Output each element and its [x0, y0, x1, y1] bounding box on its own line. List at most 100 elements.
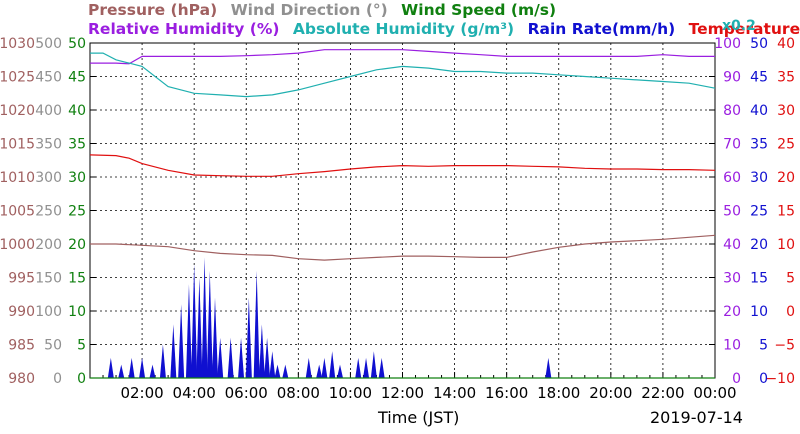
x-tick-label: 02:00: [120, 384, 163, 402]
temperature-tick-label: −10: [765, 371, 795, 387]
pressure-tick-label: 995: [8, 271, 35, 287]
rain-rate-spike: [159, 344, 166, 378]
wind-speed-tick-label: 50: [68, 36, 86, 52]
relative-humidity-tick-label: 90: [723, 70, 741, 86]
pressure-line: [90, 234, 716, 261]
temperature-tick-label: 25: [777, 137, 795, 153]
relative-humidity-tick-label: 50: [723, 204, 741, 220]
wind-speed-tick-label: 0: [77, 371, 86, 387]
wind-direction-tick-label: 300: [35, 170, 62, 186]
temperature-tick-label: 30: [777, 103, 795, 119]
rain-rate-spike: [370, 351, 377, 378]
legend-absolute-humidity: Absolute Humidity (g/m³): [292, 20, 515, 38]
x-tick-label: 16:00: [485, 384, 528, 402]
pressure-tick-label: 1010: [0, 170, 35, 186]
legend-temperature: Temperature (°C): [688, 20, 800, 38]
relative-humidity-tick-label: 30: [723, 271, 741, 287]
wind-speed-tick-label: 5: [77, 338, 86, 354]
x-tick-label: 14:00: [433, 384, 476, 402]
pressure-tick-label: 1030: [0, 36, 35, 52]
temperature-tick-label: −5: [774, 338, 795, 354]
relative-humidity-line: [90, 49, 715, 65]
wind-direction-tick-label: 200: [35, 237, 62, 253]
temperature-line: [89, 154, 716, 177]
temperature-tick-label: 40: [777, 36, 795, 52]
rain-rate-spike: [212, 297, 218, 378]
rain-rate-spike: [206, 270, 213, 378]
chart-header: Pressure (hPa) Wind Direction (°) Wind S…: [0, 0, 800, 44]
wind-speed-tick-label: 40: [68, 103, 86, 119]
wind-direction-tick-label: 150: [35, 271, 62, 287]
legend-relative-humidity: Relative Humidity (%): [88, 20, 280, 38]
rain-rate-spike: [274, 364, 281, 378]
rain-rate-spike: [355, 357, 362, 378]
rain-rate-spike: [227, 337, 234, 378]
x-tick-label: 08:00: [277, 384, 320, 402]
x-tick-label: 18:00: [537, 384, 580, 402]
wind-speed-tick-label: 30: [68, 170, 86, 186]
temperature-tick-label: 15: [777, 204, 795, 220]
rain-rate-spike: [253, 270, 260, 378]
relative-humidity-tick-label: 20: [723, 304, 741, 320]
x-tick-label: 22:00: [641, 384, 684, 402]
wind-direction-tick-label: 400: [35, 103, 62, 119]
rain-rate-tick-label: 0: [759, 371, 768, 387]
rain-rate-spike: [238, 337, 245, 378]
wind-direction-tick-label: 50: [44, 338, 62, 354]
rain-rate-spike: [363, 357, 370, 378]
relative-humidity-tick-label: 0: [732, 371, 741, 387]
rain-rate-spike: [217, 337, 224, 378]
relative-humidity-tick-label: 80: [723, 103, 741, 119]
rain-rate-spike: [185, 284, 192, 378]
absolute-humidity-line: [90, 52, 716, 98]
absolute-humidity-scale-note: x0.2: [722, 18, 756, 34]
pressure-tick-label: 1005: [0, 204, 35, 220]
wind-direction-tick-label: 350: [35, 137, 62, 153]
rain-rate-spike: [149, 364, 156, 378]
legend-rain-rate: Rain Rate(mm/h): [527, 20, 676, 38]
relative-humidity-tick-label: 10: [723, 338, 741, 354]
x-tick-label: 20:00: [589, 384, 632, 402]
temperature-tick-label: 10: [777, 237, 795, 253]
wind-speed-tick-label: 15: [68, 271, 86, 287]
wind-direction-tick-label: 100: [35, 304, 62, 320]
rain-rate-tick-label: 30: [750, 170, 768, 186]
rain-rate-tick-label: 20: [750, 237, 768, 253]
rain-rate-spike: [178, 304, 185, 378]
rain-rate-spike: [170, 324, 177, 378]
rain-rate-tick-label: 10: [750, 304, 768, 320]
pressure-tick-label: 985: [8, 338, 35, 354]
legend-row-2: Relative Humidity (%) Absolute Humidity …: [88, 20, 800, 38]
rain-rate-spike: [201, 257, 208, 378]
pressure-tick-label: 1015: [0, 137, 35, 153]
wind-speed-tick-label: 10: [68, 304, 86, 320]
relative-humidity-tick-label: 100: [714, 36, 741, 52]
rain-rate-tick-label: 35: [750, 137, 768, 153]
x-tick-label: 04:00: [173, 384, 216, 402]
rain-rate-tick-label: 40: [750, 103, 768, 119]
x-axis-title: Time (JST): [378, 408, 460, 427]
rain-rate-spike: [269, 351, 276, 378]
rain-rate-spike: [196, 277, 203, 378]
pressure-tick-label: 990: [8, 304, 35, 320]
legend-wind-speed: Wind Speed (m/s): [401, 1, 557, 19]
rain-rate-spike: [282, 364, 289, 378]
pressure-tick-label: 1000: [0, 237, 35, 253]
chart-date: 2019-07-14: [650, 408, 743, 427]
rain-rate-tick-label: 50: [750, 36, 768, 52]
rain-rate-spike: [329, 351, 336, 378]
wind-speed-tick-label: 25: [68, 204, 86, 220]
rain-rate-spike: [128, 357, 135, 378]
legend-wind-direction: Wind Direction (°): [230, 1, 388, 19]
rain-rate-spike: [118, 364, 125, 378]
rain-rate-spike: [264, 337, 271, 378]
wind-direction-tick-label: 500: [35, 36, 62, 52]
legend-row-1: Pressure (hPa) Wind Direction (°) Wind S…: [88, 1, 564, 19]
relative-humidity-tick-label: 70: [723, 137, 741, 153]
rain-rate-spike: [258, 324, 265, 378]
legend-pressure: Pressure (hPa): [88, 1, 218, 19]
wind-direction-tick-label: 250: [35, 204, 62, 220]
x-tick-label: 10:00: [329, 384, 372, 402]
temperature-tick-label: 35: [777, 70, 795, 86]
